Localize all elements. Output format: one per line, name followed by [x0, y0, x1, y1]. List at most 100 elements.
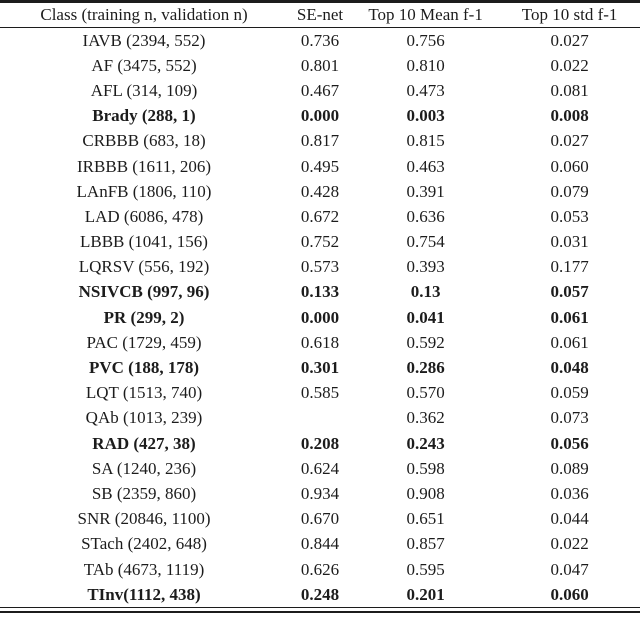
- table-row: PVC (188, 178) 0.301 0.286 0.048: [0, 355, 640, 380]
- table-row: TInv(1112, 438) 0.248 0.201 0.060: [0, 582, 640, 607]
- cell-class-label: TInv(1112, 438): [87, 584, 201, 604]
- cell-se-net: 0.736: [300, 30, 340, 50]
- cell-top10-std: 0.031: [550, 232, 589, 252]
- cell-top10-std: 0.022: [550, 534, 589, 554]
- column-header-top10-mean: Top 10 Mean f-1: [352, 3, 500, 28]
- cell-top10-mean: 0.810: [406, 55, 445, 75]
- table-row: PAC (1729, 459) 0.618 0.592 0.061: [0, 330, 640, 355]
- cell-top10-mean: 0.463: [406, 156, 445, 176]
- cell-se-net: 0.467: [300, 80, 340, 100]
- cell-top10-std: 0.047: [550, 559, 589, 579]
- table-body: IAVB (2394, 552) 0.736 0.756 0.027 AF (3475,…: [0, 28, 640, 608]
- table-row: LQT (1513, 740) 0.585 0.570 0.059: [0, 381, 640, 406]
- cell-top10-mean: 0.362: [406, 408, 445, 428]
- top-rule: [0, 0, 640, 3]
- cell-top10-mean: 0.13: [410, 282, 441, 302]
- cell-top10-mean: 0.243: [406, 433, 445, 453]
- cell-class-label: Brady (288, 1): [92, 106, 196, 126]
- cell-top10-mean: 0.636: [406, 206, 445, 226]
- cell-class-label: LAnFB (1806, 110): [76, 181, 212, 201]
- cell-class-label: AF (3475, 552): [91, 55, 197, 75]
- cell-se-net: 0.208: [300, 433, 340, 453]
- table-row: TAb (4673, 1119) 0.626 0.595 0.047: [0, 557, 640, 582]
- cell-se-net: 0.624: [300, 458, 340, 478]
- cell-se-net: 0.000: [300, 307, 340, 327]
- cell-class-label: PVC (188, 178): [88, 358, 199, 378]
- cell-top10-mean: 0.595: [406, 559, 445, 579]
- cell-class-label: SNR (20846, 1100): [77, 509, 211, 529]
- cell-se-net: [288, 406, 352, 431]
- table-row: PR (299, 2) 0.000 0.041 0.061: [0, 305, 640, 330]
- cell-se-net: 0.428: [300, 181, 340, 201]
- cell-top10-mean: 0.391: [406, 181, 445, 201]
- cell-class-label: PAC (1729, 459): [86, 332, 202, 352]
- cell-top10-std: 0.027: [550, 131, 589, 151]
- table-row: LAnFB (1806, 110) 0.428 0.391 0.079: [0, 179, 640, 204]
- cell-top10-mean: 0.286: [406, 358, 445, 378]
- table-row: NSIVCB (997, 96) 0.133 0.13 0.057: [0, 280, 640, 305]
- cell-se-net: 0.672: [300, 206, 340, 226]
- table-row: SB (2359, 860) 0.934 0.908 0.036: [0, 481, 640, 506]
- cell-class-label: RAD (427, 38): [92, 433, 196, 453]
- bottom-rule-gap: [0, 608, 640, 612]
- cell-top10-mean: 0.393: [406, 257, 445, 277]
- cell-class-label: QAb (1013, 239): [85, 408, 203, 428]
- cell-se-net: 0.801: [300, 55, 340, 75]
- cell-class-label: IRBBB (1611, 206): [77, 156, 211, 176]
- table-row: Brady (288, 1) 0.000 0.003 0.008: [0, 104, 640, 129]
- cell-se-net: 0.752: [300, 232, 340, 252]
- cell-top10-mean: 0.598: [406, 458, 445, 478]
- cell-se-net: 0.133: [300, 282, 340, 302]
- cell-top10-std: 0.073: [550, 408, 589, 428]
- cell-top10-std: 0.177: [550, 257, 589, 277]
- cell-se-net: 0.618: [300, 332, 340, 352]
- cell-top10-std: 0.081: [550, 80, 589, 100]
- table-row: LAD (6086, 478) 0.672 0.636 0.053: [0, 204, 640, 229]
- cell-se-net: 0.670: [300, 509, 340, 529]
- cell-top10-mean: 0.756: [406, 30, 445, 50]
- table-row: SA (1240, 236) 0.624 0.598 0.089: [0, 456, 640, 481]
- cell-top10-std: 0.057: [550, 282, 589, 302]
- cell-top10-std: 0.008: [550, 106, 589, 126]
- cell-class-label: NSIVCB (997, 96): [78, 282, 210, 302]
- table-header: Class (training n, validation n) SE-net …: [0, 3, 640, 28]
- cell-se-net: 0.817: [300, 131, 340, 151]
- cell-top10-std: 0.061: [550, 307, 589, 327]
- cell-top10-mean: 0.857: [406, 534, 445, 554]
- cell-top10-std: 0.053: [550, 206, 589, 226]
- cell-top10-mean: 0.003: [406, 106, 445, 126]
- table-row: STach (2402, 648) 0.844 0.857 0.022: [0, 532, 640, 557]
- cell-top10-mean: 0.201: [406, 584, 445, 604]
- bottom-rule-thin: [0, 607, 640, 609]
- cell-class-label: STach (2402, 648): [81, 534, 207, 554]
- table-row: IRBBB (1611, 206) 0.495 0.463 0.060: [0, 154, 640, 179]
- cell-class-label: LBBB (1041, 156): [80, 232, 208, 252]
- cell-se-net: 0.626: [300, 559, 340, 579]
- cell-se-net: 0.495: [300, 156, 340, 176]
- cell-class-label: TAb (4673, 1119): [83, 559, 205, 579]
- header-row: Class (training n, validation n) SE-net …: [0, 3, 640, 28]
- cell-top10-mean: 0.041: [406, 307, 445, 327]
- cell-top10-std: 0.079: [550, 181, 589, 201]
- cell-se-net: 0.000: [300, 106, 340, 126]
- cell-top10-std: 0.059: [550, 383, 589, 403]
- table-row: QAb (1013, 239) 0.362 0.073: [0, 406, 640, 431]
- bottom-rule-thick: [0, 611, 640, 614]
- table-row: LBBB (1041, 156) 0.752 0.754 0.031: [0, 230, 640, 255]
- cell-top10-std: 0.061: [550, 332, 589, 352]
- cell-se-net: 0.585: [300, 383, 340, 403]
- cell-top10-mean: 0.908: [406, 483, 445, 503]
- table-row: RAD (427, 38) 0.208 0.243 0.056: [0, 431, 640, 456]
- cell-class-label: IAVB (2394, 552): [82, 30, 206, 50]
- cell-se-net: 0.301: [300, 358, 340, 378]
- results-table: Class (training n, validation n) SE-net …: [0, 3, 640, 607]
- cell-top10-mean: 0.754: [406, 232, 445, 252]
- table-row: LQRSV (556, 192) 0.573 0.393 0.177: [0, 255, 640, 280]
- cell-top10-std: 0.060: [550, 584, 589, 604]
- cell-top10-std: 0.044: [550, 509, 589, 529]
- cell-class-label: SB (2359, 860): [91, 483, 197, 503]
- cell-class-label: CRBBB (683, 18): [82, 131, 206, 151]
- cell-class-label: AFL (314, 109): [90, 80, 198, 100]
- cell-se-net: 0.934: [300, 483, 340, 503]
- cell-top10-std: 0.089: [550, 458, 589, 478]
